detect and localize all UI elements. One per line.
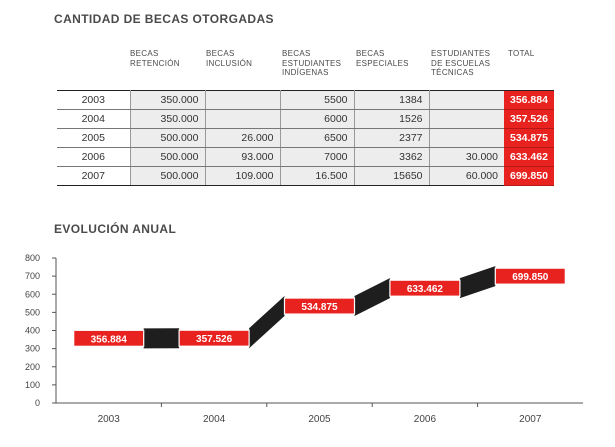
indigenas-cell: 7000 [279,147,354,167]
year-cell: 2007 [57,166,130,186]
retencion-cell: 350.000 [129,90,205,110]
y-tick-label: 0 [35,398,40,408]
retencion-cell: 500.000 [129,147,205,167]
table-row: 2004 350.000 6000 1526 357.526 [57,109,554,129]
total-cell: 357.526 [504,109,554,129]
inclusion-cell: 109.000 [204,166,280,186]
data-point-marker [389,279,461,297]
tecnicas-cell [428,109,504,129]
y-tick-label: 600 [25,289,40,299]
indigenas-cell: 6000 [279,109,354,129]
data-point-marker [178,329,250,347]
table-row: 2003 350.000 5500 1384 356.884 [57,90,554,110]
retencion-cell: 500.000 [129,128,205,148]
y-tick-label: 400 [25,326,40,336]
year-cell: 2006 [57,147,130,167]
retencion-cell: 350.000 [129,109,205,129]
indigenas-cell: 5500 [279,90,354,110]
chart-title: EVOLUCIÓN ANUAL [54,222,177,236]
tecnicas-cell [428,90,504,110]
y-tick-label: 500 [25,307,40,317]
data-label: 357.526 [196,334,233,345]
tecnicas-cell [428,128,504,148]
year-cell: 2004 [57,109,130,129]
inclusion-cell: 26.000 [204,128,280,148]
y-tick-label: 700 [25,271,40,281]
data-label: 633.462 [407,284,444,295]
total-cell: 699.850 [504,166,554,186]
retencion-cell: 500.000 [129,166,205,186]
header-becas-indigenas: BECAS ESTUDIANTES INDÍGENAS [282,49,342,77]
especiales-cell: 15650 [353,166,429,186]
series-connector [143,328,180,349]
x-tick-label: 2004 [203,414,226,425]
becas-table: 2003 350.000 5500 1384 356.884 2004 350.… [57,90,554,186]
series-connector [459,266,496,299]
header-escuelas-tecnicas: ESTUDIANTES DE ESCUELAS TÉCNICAS [431,49,491,77]
x-tick-label: 2005 [308,414,331,425]
especiales-cell: 2377 [353,128,429,148]
especiales-cell: 3362 [353,147,429,167]
tecnicas-cell: 30.000 [428,147,504,167]
y-tick-label: 800 [25,253,40,263]
total-cell: 534.875 [504,128,554,148]
total-cell: 356.884 [504,90,554,110]
y-tick-label: 100 [25,380,40,390]
total-cell: 633.462 [504,147,554,167]
table-title: CANTIDAD DE BECAS OTORGADAS [54,12,274,26]
especiales-cell: 1384 [353,90,429,110]
indigenas-cell: 6500 [279,128,354,148]
inclusion-cell [204,90,280,110]
series-connector [354,278,390,317]
y-tick-label: 300 [25,344,40,354]
header-becas-inclusion: BECAS INCLUSIÓN [206,49,253,68]
year-cell: 2003 [57,90,130,110]
table-row: 2007 500.000 109.000 16.500 15650 60.000… [57,166,554,186]
data-point-marker [73,329,145,347]
inclusion-cell: 93.000 [204,147,280,167]
tecnicas-cell: 60.000 [428,166,504,186]
data-label: 534.875 [301,302,338,313]
y-tick-label: 200 [25,362,40,372]
evolucion-anual-chart: 0 100 200 300 400 500 600 700 800 2003 2004 2005 200… [25,253,583,425]
series-connector [249,296,285,349]
x-tick-label: 2007 [519,414,542,425]
table-row: 2006 500.000 93.000 7000 3362 30.000 633… [57,147,554,167]
table-row: 2005 500.000 26.000 6500 2377 534.875 [57,128,554,148]
especiales-cell: 1526 [353,109,429,129]
x-tick-label: 2006 [414,414,437,425]
data-point-marker [494,267,566,285]
x-tick-label: 2003 [98,414,121,425]
header-becas-especiales: BECAS ESPECIALES [356,49,409,68]
data-label: 699.850 [512,272,549,283]
indigenas-cell: 16.500 [279,166,354,186]
inclusion-cell [204,109,280,129]
year-cell: 2005 [57,128,130,148]
data-point-marker [283,297,356,315]
header-becas-retencion: BECAS RETENCIÓN [130,49,180,68]
data-label: 356.884 [91,334,128,345]
header-total: TOTAL [508,49,535,58]
